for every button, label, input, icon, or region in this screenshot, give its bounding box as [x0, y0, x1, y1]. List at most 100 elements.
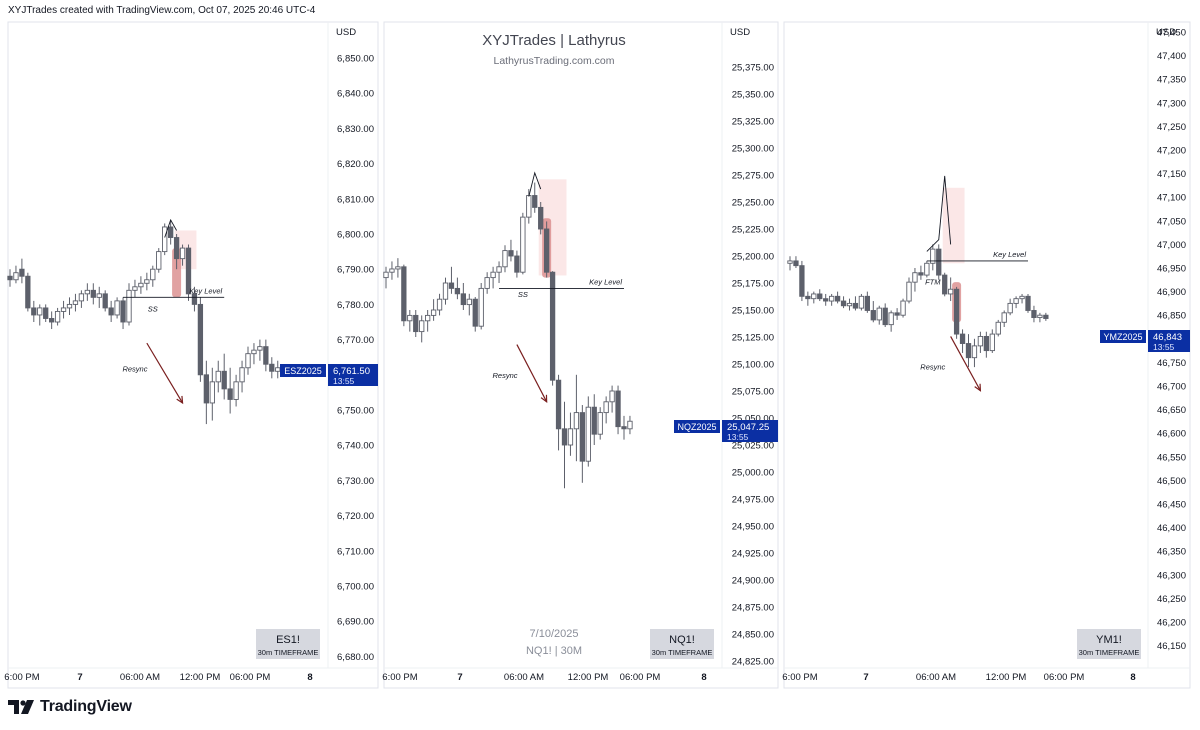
candle-body-down — [269, 363, 275, 372]
candle — [953, 286, 960, 339]
candle-body-up — [995, 321, 1001, 335]
candle — [544, 221, 550, 278]
candle — [900, 298, 906, 318]
candle-body-down — [555, 379, 562, 430]
candle — [19, 258, 25, 284]
symbol-label: NQ1! — [669, 634, 695, 646]
key-level-label: Key Level — [189, 286, 222, 295]
candle — [185, 244, 192, 301]
candle — [383, 266, 389, 289]
candle-body-up — [912, 272, 918, 283]
candle-body-up — [597, 412, 603, 435]
candle-body-up — [1019, 295, 1025, 300]
candle-body-up — [233, 381, 239, 400]
tradingview-brand: TradingView — [40, 698, 132, 715]
y-tick-label: 46,150 — [1157, 641, 1186, 652]
candle — [805, 291, 811, 306]
pane-frame — [7, 21, 379, 689]
price-tag-countdown: 13:55 — [1153, 342, 1175, 352]
y-tick-label: 6,820.00 — [337, 159, 374, 170]
symbol-box-bg — [1077, 629, 1141, 659]
candle — [627, 415, 633, 435]
y-tick-label: 25,100.00 — [732, 360, 774, 371]
candle — [514, 250, 520, 278]
x-tick-label: 8 — [307, 672, 312, 683]
y-tick-label: 46,900 — [1157, 287, 1186, 298]
candle — [829, 293, 835, 306]
x-tick-label: 12:00 PM — [568, 672, 609, 683]
chart-pane-es1: USD 6,850.00 6,840.00 6,830.00 6,820.00 6,810… — [4, 21, 379, 689]
candle-body-up — [442, 282, 449, 300]
y-tick-label: 46,200 — [1157, 618, 1186, 629]
candle-body-up — [787, 260, 793, 264]
candle-body-down — [263, 346, 269, 365]
candle-body-down — [90, 289, 96, 298]
candle-body-down — [413, 314, 419, 333]
candle — [215, 360, 221, 393]
resync-arrowhead — [540, 394, 548, 404]
candle-body-down — [31, 307, 37, 316]
candle-body-up — [585, 406, 591, 462]
candle — [156, 248, 162, 273]
candle — [817, 289, 823, 302]
tradingview-footer[interactable]: TradingView — [8, 698, 132, 716]
candle — [448, 266, 455, 294]
drawn-line — [926, 175, 952, 252]
candle — [221, 353, 227, 400]
candle — [25, 272, 31, 312]
y-tick-label: 46,400 — [1157, 523, 1186, 534]
y-tick-label: 46,300 — [1157, 570, 1186, 581]
candle-body-up — [96, 293, 102, 298]
ticker-tag-bg — [1100, 330, 1146, 343]
candle — [436, 293, 443, 316]
resync-arrow — [950, 336, 981, 392]
candle — [7, 269, 13, 287]
pane-frame — [383, 21, 779, 689]
annotation-label: Resync — [122, 364, 147, 373]
candle-body-up — [971, 345, 978, 359]
candle — [959, 329, 966, 353]
ticker-tag-label: ESZ2025 — [284, 366, 322, 376]
y-tick-label: 6,780.00 — [337, 300, 374, 311]
candle-body-up — [603, 401, 609, 414]
y-tick-label: 24,950.00 — [732, 522, 774, 533]
candle-body-up — [502, 250, 508, 268]
candle — [239, 360, 245, 393]
annotation-label: SS — [148, 304, 158, 313]
candle — [538, 202, 544, 235]
candle — [621, 415, 627, 440]
candle — [561, 401, 568, 489]
y-tick-label: 46,600 — [1157, 429, 1186, 440]
candle-body-up — [627, 420, 633, 430]
candle-body-up — [144, 279, 150, 284]
candle-body-up — [977, 335, 984, 347]
candle — [84, 283, 91, 301]
candle-body-down — [25, 275, 31, 309]
candle — [233, 374, 239, 407]
candle-body-down — [514, 255, 520, 273]
x-tick-label: 7 — [457, 672, 462, 683]
candle — [413, 310, 419, 337]
price-tag-countdown: 13:55 — [333, 376, 355, 386]
candle-body-up — [156, 251, 162, 270]
x-tick-label: 6:00 PM — [382, 672, 417, 683]
candle — [989, 329, 995, 353]
candle-body-down — [870, 310, 876, 321]
candle-body-down — [19, 268, 25, 277]
price-tag-bg — [722, 420, 778, 442]
candle-body-up — [490, 271, 496, 279]
candle — [138, 276, 144, 294]
candle-body-down — [49, 318, 55, 323]
candle-body-up — [126, 289, 132, 323]
candle-body-down — [508, 250, 514, 257]
candle — [882, 303, 888, 327]
candle — [102, 290, 108, 312]
candle-body-down — [793, 260, 799, 267]
candle — [13, 265, 19, 284]
candle — [43, 304, 49, 322]
candle — [876, 305, 882, 325]
candle-body-up — [150, 268, 156, 281]
candle-body-down — [561, 428, 568, 446]
price-tag-value: 46,843 — [1153, 332, 1182, 343]
candle-body-down — [936, 248, 942, 276]
